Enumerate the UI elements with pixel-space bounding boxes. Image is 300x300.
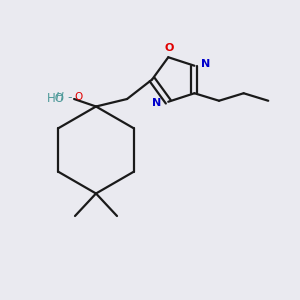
Text: N: N: [152, 98, 162, 108]
Text: -: -: [68, 91, 72, 104]
Text: H: H: [55, 92, 63, 103]
Text: O: O: [74, 92, 82, 103]
Text: O: O: [164, 43, 174, 53]
Text: HO: HO: [46, 92, 64, 106]
Text: N: N: [201, 59, 210, 69]
